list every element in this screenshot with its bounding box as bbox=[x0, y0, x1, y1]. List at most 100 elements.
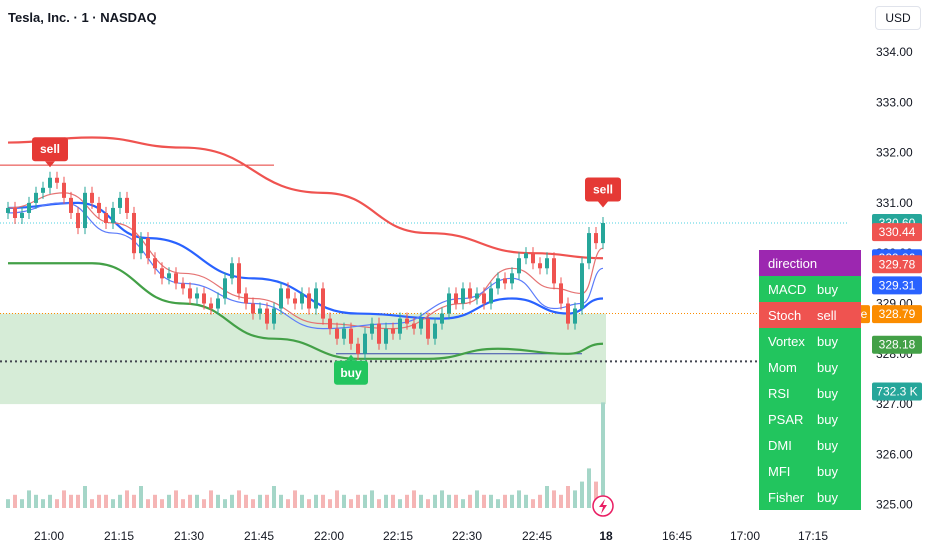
volume-bar bbox=[6, 499, 10, 508]
volume-bar bbox=[426, 499, 430, 508]
candle bbox=[265, 308, 269, 324]
y-tick-label: 331.00 bbox=[876, 196, 913, 210]
volume-bar bbox=[293, 490, 297, 508]
volume-bar bbox=[342, 494, 346, 508]
candle bbox=[545, 258, 549, 269]
volume-bar bbox=[216, 494, 220, 508]
y-tick-label: 334.00 bbox=[876, 45, 913, 59]
volume-bar bbox=[62, 490, 66, 508]
candle bbox=[426, 318, 430, 339]
candle bbox=[188, 288, 192, 299]
volume-bar bbox=[97, 494, 101, 508]
candle bbox=[335, 328, 339, 339]
candle bbox=[293, 298, 297, 304]
indicator-row-mom: Mom buy bbox=[759, 354, 861, 380]
volume-bar bbox=[503, 494, 507, 508]
x-tick-label: 21:00 bbox=[34, 529, 64, 543]
volume-bar bbox=[307, 499, 311, 508]
x-tick-label: 22:30 bbox=[452, 529, 482, 543]
indicator-value: buy bbox=[817, 385, 838, 401]
candle bbox=[216, 298, 220, 309]
volume-bar bbox=[76, 494, 80, 508]
candle bbox=[503, 278, 507, 284]
indicator-row-fisher: Fisher buy bbox=[759, 484, 861, 510]
candle bbox=[433, 323, 437, 339]
volume-bar bbox=[510, 494, 514, 508]
candle bbox=[111, 207, 115, 224]
x-tick-label: 18 bbox=[599, 529, 613, 543]
candle bbox=[69, 197, 73, 213]
candle bbox=[6, 207, 10, 213]
y-tick-label: 325.00 bbox=[876, 498, 913, 512]
volume-bar bbox=[125, 490, 129, 508]
volume-bar bbox=[41, 499, 45, 508]
indicator-row-macd: MACD buy bbox=[759, 276, 861, 302]
volume-bar bbox=[454, 494, 458, 508]
candle bbox=[349, 328, 353, 344]
volume-bar bbox=[132, 494, 136, 508]
candle bbox=[419, 318, 423, 329]
signal-pointer bbox=[598, 201, 608, 208]
candle bbox=[223, 278, 227, 299]
volume-bar bbox=[566, 486, 570, 508]
volume-bar bbox=[160, 499, 164, 508]
indicator-value: buy bbox=[817, 437, 838, 453]
indicator-direction-table: direction MACD buy Stoch sell Vortex buy… bbox=[759, 250, 861, 510]
volume-bar bbox=[363, 494, 367, 508]
signal-sell-label: sell bbox=[593, 182, 613, 196]
x-tick-label: 17:15 bbox=[798, 529, 828, 543]
indicator-row-dmi: DMI buy bbox=[759, 432, 861, 458]
candle bbox=[363, 333, 367, 354]
candle bbox=[132, 212, 136, 254]
volume-bar bbox=[27, 490, 31, 508]
volume-bar bbox=[349, 499, 353, 508]
volume-bar bbox=[601, 402, 605, 508]
candle bbox=[279, 288, 283, 309]
volume-bar bbox=[433, 494, 437, 508]
y-tick-label: 333.00 bbox=[876, 95, 913, 109]
x-tick-label: 17:00 bbox=[730, 529, 760, 543]
volume-bar bbox=[468, 494, 472, 508]
candle bbox=[321, 288, 325, 319]
symbol-title[interactable]: Tesla, Inc. · 1 · NASDAQ bbox=[8, 10, 157, 25]
candle bbox=[580, 263, 584, 309]
indicator-row-rsi: RSI buy bbox=[759, 380, 861, 406]
indicator-value: sell bbox=[817, 307, 837, 323]
price-label: 329.31 bbox=[879, 278, 916, 292]
candle bbox=[398, 318, 402, 334]
x-tick-label: 22:00 bbox=[314, 529, 344, 543]
candle bbox=[496, 278, 500, 289]
volume-bar bbox=[230, 494, 234, 508]
candle bbox=[76, 212, 80, 229]
x-tick-label: 21:15 bbox=[104, 529, 134, 543]
indicator-name: DMI bbox=[768, 437, 792, 453]
series-line-1 bbox=[7, 201, 604, 320]
indicator-name: PSAR bbox=[768, 411, 804, 427]
volume-bar bbox=[20, 499, 24, 508]
signal-sell-badge bbox=[32, 137, 68, 162]
indicator-row-mfi: MFI buy bbox=[759, 458, 861, 484]
candle bbox=[146, 238, 150, 259]
volume-bar bbox=[419, 494, 423, 508]
volume-bar bbox=[174, 490, 178, 508]
price-label-box bbox=[872, 223, 922, 242]
volume-bar bbox=[496, 499, 500, 508]
currency-button[interactable]: USD bbox=[875, 6, 921, 30]
candle bbox=[153, 258, 157, 269]
volume-bar bbox=[398, 499, 402, 508]
volume-bar bbox=[559, 494, 563, 508]
volume-bar bbox=[55, 499, 59, 508]
volume-bar bbox=[244, 494, 248, 508]
candle bbox=[559, 283, 563, 304]
candle bbox=[517, 258, 521, 274]
indicator-value: buy bbox=[817, 463, 838, 479]
candle bbox=[258, 308, 262, 314]
candle bbox=[384, 328, 388, 344]
price-label: 330.44 bbox=[879, 225, 916, 239]
candle bbox=[489, 288, 493, 304]
candle bbox=[454, 293, 458, 304]
signal-sell-label: sell bbox=[40, 142, 60, 156]
volume-bar bbox=[335, 490, 339, 508]
volume-bar bbox=[118, 494, 122, 508]
